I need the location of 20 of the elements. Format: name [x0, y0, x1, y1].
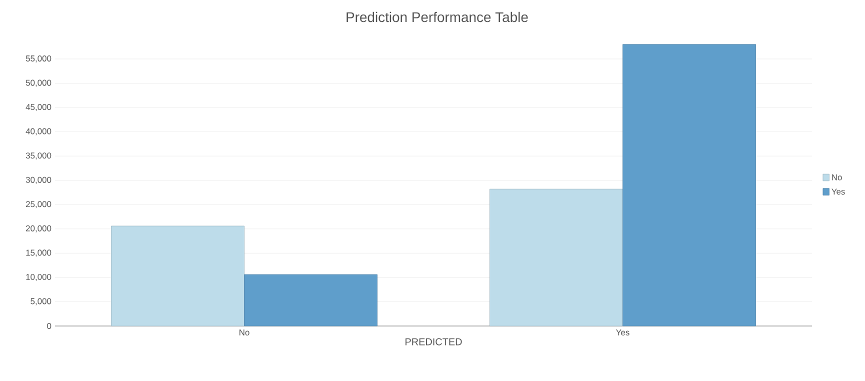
y-tick-label: 30,000	[26, 176, 52, 184]
y-tick-label: 10,000	[26, 274, 52, 281]
y-tick-label: 5,000	[30, 298, 52, 306]
y-tick-label: 0	[47, 323, 52, 329]
bar	[490, 188, 623, 326]
y-tick-label: 15,000	[26, 250, 52, 257]
chart-title: Prediction Performance Table	[346, 12, 528, 22]
x-axis-title: PREDICTED	[406, 338, 462, 346]
y-tick-label: 40,000	[26, 128, 52, 136]
y-tick-label: 45,000	[26, 104, 52, 112]
bar	[622, 44, 756, 326]
legend-label: No	[832, 174, 842, 180]
y-tick-label: 25,000	[26, 201, 52, 208]
bar	[244, 274, 378, 326]
y-tick-label: 50,000	[26, 80, 52, 87]
y-tick-label: 35,000	[26, 152, 52, 160]
y-tick-label: 20,000	[26, 225, 52, 232]
bar	[111, 226, 244, 326]
y-tick-label: 55,000	[26, 55, 52, 62]
legend-label: Yes	[832, 188, 845, 195]
